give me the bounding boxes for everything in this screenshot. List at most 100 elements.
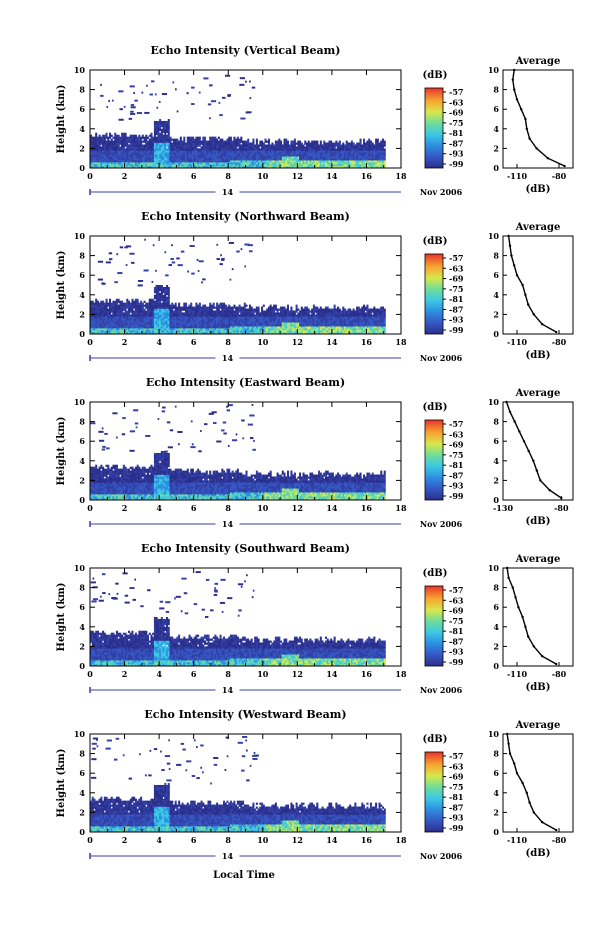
heatmap-cell: [90, 304, 93, 307]
heatmap-cell: [171, 330, 174, 333]
heatmap-cell: [145, 152, 148, 155]
colorbar-tick-label: -87: [449, 138, 463, 148]
heatmap-cell: [357, 156, 360, 159]
heatmap-cell: [242, 316, 245, 319]
heatmap-cell: [235, 332, 238, 335]
heatmap-cell: [259, 328, 262, 331]
heatmap-cell: [299, 328, 302, 331]
heatmap-cell: [164, 160, 167, 163]
heatmap-cell: [328, 310, 331, 313]
heatmap-cell: [114, 312, 117, 315]
heatmap-cell: [133, 144, 136, 147]
heatmap-cell: [338, 146, 341, 149]
heatmap-cell: [293, 148, 296, 151]
heatmap-cell: [312, 140, 315, 143]
heatmap-cell: [98, 152, 101, 155]
heatmap-cell: [252, 332, 255, 335]
heatmap-cell: [247, 316, 250, 319]
heatmap-cell: [148, 166, 151, 169]
heatmap-cell: [204, 144, 207, 147]
heatmap-cell: [129, 140, 132, 143]
heatmap-cell: [293, 332, 296, 335]
heatmap-cell: [133, 302, 136, 305]
heatmap-cell: [286, 308, 289, 311]
heatmap-cell: [373, 160, 376, 163]
heatmap-cell: [240, 136, 243, 139]
heatmap-cell: [312, 304, 315, 307]
heatmap-cell: [340, 330, 343, 333]
heatmap-cell: [288, 318, 291, 321]
heatmap-cell: [157, 156, 160, 159]
heatmap-cell: [110, 320, 113, 323]
heatmap-cell: [141, 140, 144, 143]
heatmap-cell: [288, 160, 291, 163]
heatmap-cell: [147, 302, 150, 305]
heatmap-cell: [216, 302, 219, 305]
heatmap-cell: [231, 308, 234, 311]
heatmap-cell: [316, 324, 319, 327]
heatmap-cell: [238, 330, 241, 333]
heatmap-cell: [193, 310, 196, 313]
heatmap-cell: [134, 298, 137, 301]
heatmap-cell: [281, 154, 284, 157]
heatmap-cell: [128, 160, 131, 163]
heatmap-cell: [264, 158, 267, 161]
heatmap-cell: [300, 322, 303, 325]
heatmap-cell: [261, 318, 264, 321]
heatmap-cell: [136, 304, 139, 307]
heatmap-cell: [193, 142, 196, 145]
heatmap-cell: [216, 160, 219, 163]
average-profile-point: [563, 164, 566, 168]
heatmap-cell: [276, 166, 279, 169]
heatmap-cell: [134, 324, 137, 327]
heatmap-cell: [162, 142, 165, 145]
heatmap-cell: [172, 158, 175, 161]
heatmap-cell: [190, 162, 193, 165]
heatmap-cell: [243, 326, 246, 329]
heatmap-cell: [337, 154, 340, 157]
heatmap-cell: [162, 160, 165, 163]
heatmap-cell: [269, 156, 272, 159]
heatmap-cell: [207, 312, 210, 315]
heatmap-cell: [191, 158, 194, 161]
heatmap-cell: [129, 158, 132, 161]
heatmap-cell: [198, 318, 201, 321]
heatmap-cell: [326, 150, 329, 153]
heatmap-cell: [105, 310, 108, 313]
heatmap-cell: [267, 326, 270, 329]
heatmap-cell: [337, 158, 340, 161]
heatmap-cell: [205, 166, 208, 169]
heatmap-cell: [122, 324, 125, 327]
heatmap-cell: [119, 136, 122, 139]
heatmap-cell: [331, 322, 334, 325]
heatmap-cell: [122, 148, 125, 151]
heatmap-cell: [102, 324, 105, 327]
heatmap-cell: [102, 322, 105, 325]
heatmap-cell: [98, 146, 101, 149]
heatmap-cell: [224, 152, 227, 155]
heatmap-cell: [198, 136, 201, 139]
heatmap-cell: [176, 322, 179, 325]
heatmap-cell: [274, 148, 277, 151]
heatmap-cell: [321, 152, 324, 155]
heatmap-cell: [285, 150, 288, 153]
heatmap-cell: [103, 320, 106, 323]
heatmap-cell: [319, 144, 322, 147]
panel-title: Echo Intensity (Vertical Beam): [150, 44, 340, 57]
heatmap-cell: [133, 314, 136, 317]
heatmap-cell: [223, 312, 226, 315]
heatmap-cell: [321, 332, 324, 335]
heatmap-cell: [236, 310, 239, 313]
heatmap-cell: [95, 312, 98, 315]
heatmap-cell: [147, 160, 150, 163]
heatmap-cell: [134, 99, 138, 102]
heatmap-cell: [204, 312, 207, 315]
heatmap-cell: [174, 332, 177, 335]
heatmap-cell: [217, 304, 220, 307]
heatmap-cell: [217, 332, 220, 335]
heatmap-cell: [302, 308, 305, 311]
heatmap-cell: [259, 148, 262, 151]
heatmap-cell: [254, 162, 257, 165]
heatmap-cell: [273, 152, 276, 155]
heatmap-cell: [274, 140, 277, 143]
